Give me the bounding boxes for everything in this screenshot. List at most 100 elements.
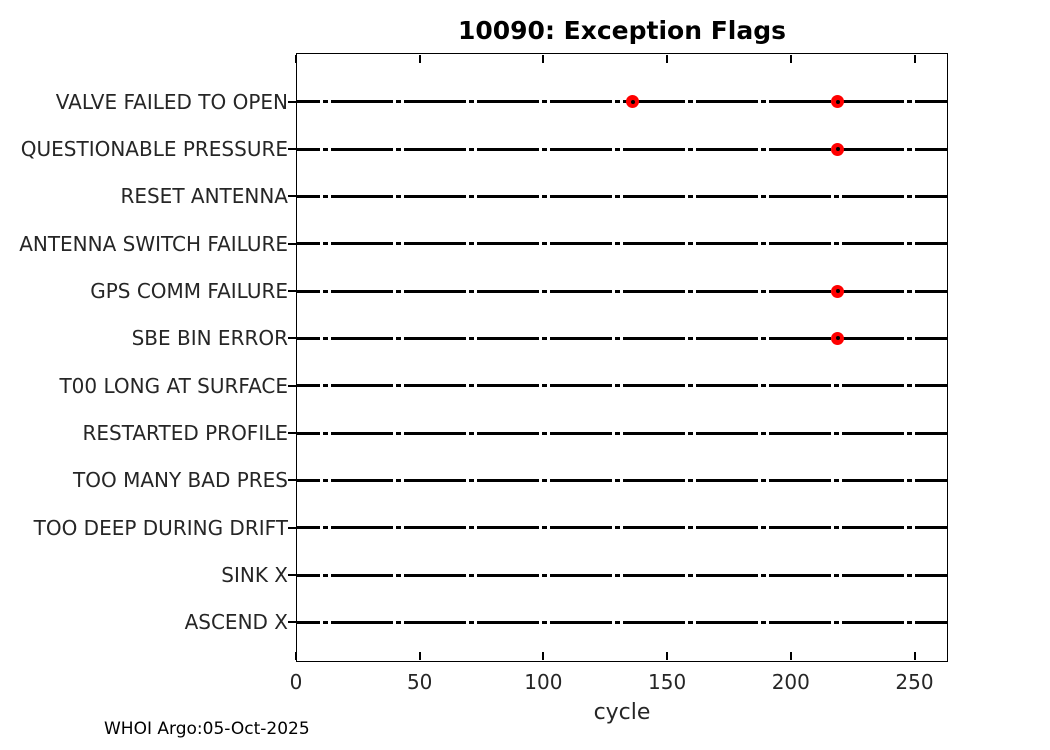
missing-cycle-gap xyxy=(612,194,616,198)
y-tick xyxy=(288,148,296,151)
missing-cycle-gap xyxy=(466,384,470,388)
missing-cycle-gap xyxy=(685,573,689,577)
missing-cycle-gap xyxy=(401,620,405,624)
missing-cycle-gap xyxy=(839,526,843,530)
exception-marker xyxy=(831,95,845,109)
missing-cycle-gap xyxy=(839,478,843,482)
missing-cycle-gap xyxy=(401,573,405,577)
flag-row-line xyxy=(296,431,948,435)
missing-cycle-gap xyxy=(620,100,624,104)
missing-cycle-gap xyxy=(904,147,908,151)
missing-cycle-gap xyxy=(904,526,908,530)
y-tick-label: GPS COMM FAILURE xyxy=(90,279,288,304)
missing-cycle-gap xyxy=(393,100,397,104)
missing-cycle-gap xyxy=(766,147,770,151)
missing-cycle-gap xyxy=(393,336,397,340)
missing-cycle-gap xyxy=(758,526,762,530)
flag-row-line xyxy=(296,478,948,482)
missing-cycle-gap xyxy=(904,478,908,482)
missing-cycle-gap xyxy=(831,526,835,530)
missing-cycle-gap xyxy=(547,289,551,293)
missing-cycle-gap xyxy=(328,384,332,388)
missing-cycle-gap xyxy=(547,242,551,246)
missing-cycle-gap xyxy=(320,431,324,435)
missing-cycle-gap xyxy=(766,336,770,340)
missing-cycle-gap xyxy=(831,384,835,388)
missing-cycle-gap xyxy=(766,526,770,530)
missing-cycle-gap xyxy=(620,194,624,198)
missing-cycle-gap xyxy=(620,147,624,151)
missing-cycle-gap xyxy=(393,289,397,293)
missing-cycle-gap xyxy=(758,384,762,388)
missing-cycle-gap xyxy=(620,431,624,435)
x-tick-label: 50 xyxy=(406,670,433,694)
missing-cycle-gap xyxy=(401,194,405,198)
missing-cycle-gap xyxy=(474,289,478,293)
x-tick-bottom xyxy=(542,652,545,661)
missing-cycle-gap xyxy=(839,573,843,577)
missing-cycle-gap xyxy=(912,573,916,577)
missing-cycle-gap xyxy=(393,431,397,435)
y-tick-label: ANTENNA SWITCH FAILURE xyxy=(19,231,288,256)
missing-cycle-gap xyxy=(474,242,478,246)
x-tick-label: 250 xyxy=(895,670,934,694)
missing-cycle-gap xyxy=(693,194,697,198)
missing-cycle-gap xyxy=(320,147,324,151)
missing-cycle-gap xyxy=(539,620,543,624)
y-tick xyxy=(288,479,296,482)
y-tick-label: TOO MANY BAD PRES xyxy=(73,468,288,493)
missing-cycle-gap xyxy=(612,573,616,577)
missing-cycle-gap xyxy=(766,431,770,435)
missing-cycle-gap xyxy=(904,384,908,388)
missing-cycle-gap xyxy=(612,100,616,104)
missing-cycle-gap xyxy=(474,147,478,151)
missing-cycle-gap xyxy=(912,289,916,293)
missing-cycle-gap xyxy=(758,147,762,151)
missing-cycle-gap xyxy=(612,147,616,151)
exception-marker-node xyxy=(836,336,841,341)
exception-marker-node xyxy=(630,99,635,104)
y-tick xyxy=(288,337,296,340)
x-tick-bottom xyxy=(418,652,421,661)
missing-cycle-gap xyxy=(401,100,405,104)
missing-cycle-gap xyxy=(393,526,397,530)
missing-cycle-gap xyxy=(474,526,478,530)
missing-cycle-gap xyxy=(831,431,835,435)
missing-cycle-gap xyxy=(401,384,405,388)
missing-cycle-gap xyxy=(320,100,324,104)
missing-cycle-gap xyxy=(912,431,916,435)
missing-cycle-gap xyxy=(904,573,908,577)
missing-cycle-gap xyxy=(693,431,697,435)
y-tick-label: RESTARTED PROFILE xyxy=(82,421,288,445)
missing-cycle-gap xyxy=(912,384,916,388)
missing-cycle-gap xyxy=(320,478,324,482)
missing-cycle-gap xyxy=(758,431,762,435)
missing-cycle-gap xyxy=(904,289,908,293)
flag-row-line xyxy=(296,573,948,577)
missing-cycle-gap xyxy=(393,573,397,577)
exception-marker xyxy=(625,95,639,109)
missing-cycle-gap xyxy=(547,620,551,624)
missing-cycle-gap xyxy=(466,431,470,435)
x-tick-top xyxy=(418,54,421,63)
missing-cycle-gap xyxy=(393,242,397,246)
missing-cycle-gap xyxy=(693,620,697,624)
missing-cycle-gap xyxy=(539,100,543,104)
x-tick-top xyxy=(666,54,669,63)
missing-cycle-gap xyxy=(539,147,543,151)
missing-cycle-gap xyxy=(912,147,916,151)
missing-cycle-gap xyxy=(328,431,332,435)
x-tick-label: 200 xyxy=(771,670,810,694)
missing-cycle-gap xyxy=(539,573,543,577)
missing-cycle-gap xyxy=(693,147,697,151)
missing-cycle-gap xyxy=(766,620,770,624)
missing-cycle-gap xyxy=(693,573,697,577)
missing-cycle-gap xyxy=(612,336,616,340)
missing-cycle-gap xyxy=(766,573,770,577)
missing-cycle-gap xyxy=(758,336,762,340)
x-tick-label: 150 xyxy=(648,670,687,694)
y-tick-label: SBE BIN ERROR xyxy=(131,326,288,351)
x-axis-label: cycle xyxy=(593,700,651,725)
missing-cycle-gap xyxy=(612,526,616,530)
missing-cycle-gap xyxy=(612,384,616,388)
